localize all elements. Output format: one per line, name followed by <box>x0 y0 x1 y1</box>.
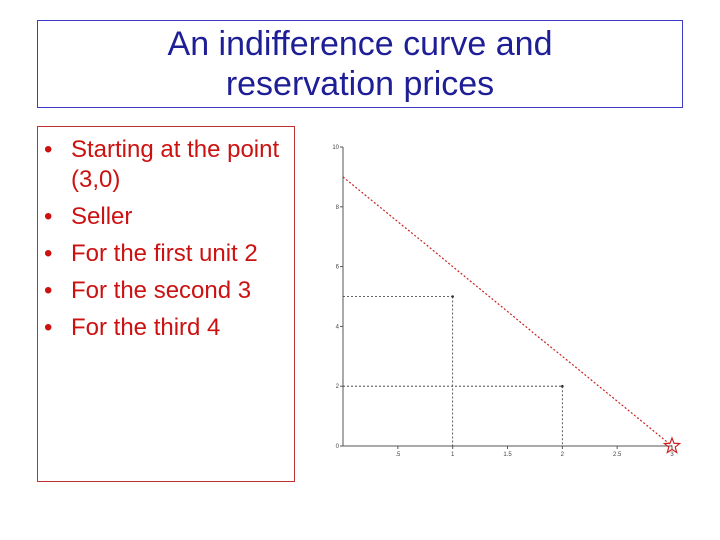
bullet-text: For the second 3 <box>71 277 252 304</box>
x-tick-label: 1.5 <box>503 452 512 458</box>
bullet-item: • Starting at the point (3,0) <box>38 135 294 195</box>
x-tick-label: 2.5 <box>613 452 622 458</box>
bullet-list: • Starting at the point (3,0) • Seller • Fo… <box>38 127 294 343</box>
y-tick-label: 6 <box>336 265 340 271</box>
starting-point-star-icon <box>662 436 682 454</box>
bullet-item: • Seller <box>38 202 294 232</box>
bullet-dot-icon: • <box>44 314 53 341</box>
slide-title-line-2: reservation prices <box>225 65 495 103</box>
series-layer <box>342 176 673 447</box>
reference-point <box>561 384 564 388</box>
reference-point <box>451 295 454 298</box>
slide-title-line-1: An indifference curve and <box>167 25 553 63</box>
bullet-dot-icon: • <box>44 136 53 163</box>
chart-container: .5 1 1.5 2 2.5 3 0 2 4 6 8 10 <box>300 120 710 490</box>
reference-lines-layer <box>343 295 564 446</box>
bullet-text: For the third 4 <box>71 314 221 341</box>
bullet-list-box: • Starting at the point (3,0) • Seller • Fo… <box>37 126 295 482</box>
bullet-dot-icon: • <box>44 203 53 230</box>
tick-labels-layer: .5 1 1.5 2 2.5 3 0 2 4 6 8 10 <box>332 145 674 458</box>
x-tick-label: .5 <box>395 452 401 458</box>
bullet-item: • For the second 3 <box>38 276 294 306</box>
marker-layer <box>662 436 682 454</box>
indifference-curve-line <box>342 176 673 447</box>
bullet-dot-icon: • <box>44 277 53 304</box>
axes-layer <box>340 146 673 449</box>
x-tick-label: 2 <box>561 452 565 458</box>
bullet-text: For the first unit 2 <box>71 240 258 267</box>
bullet-text: Starting at the point (3,0) <box>71 136 280 193</box>
bullet-dot-icon: • <box>44 240 53 267</box>
bullet-item: • For the first unit 2 <box>38 239 294 269</box>
y-tick-label: 2 <box>336 384 340 390</box>
slide-title-box: An indifference curve and reservation pr… <box>37 20 683 108</box>
bullet-item: • For the third 4 <box>38 313 294 343</box>
y-tick-label: 4 <box>336 324 340 330</box>
y-tick-label: 0 <box>336 444 340 450</box>
bullet-text: Seller <box>71 203 133 230</box>
y-tick-label: 10 <box>332 145 339 151</box>
y-tick-label: 8 <box>336 205 340 211</box>
x-tick-label: 1 <box>451 452 455 458</box>
x-tick-label: 3 <box>670 452 674 458</box>
indifference-curve-chart: .5 1 1.5 2 2.5 3 0 2 4 6 8 10 <box>332 145 682 458</box>
